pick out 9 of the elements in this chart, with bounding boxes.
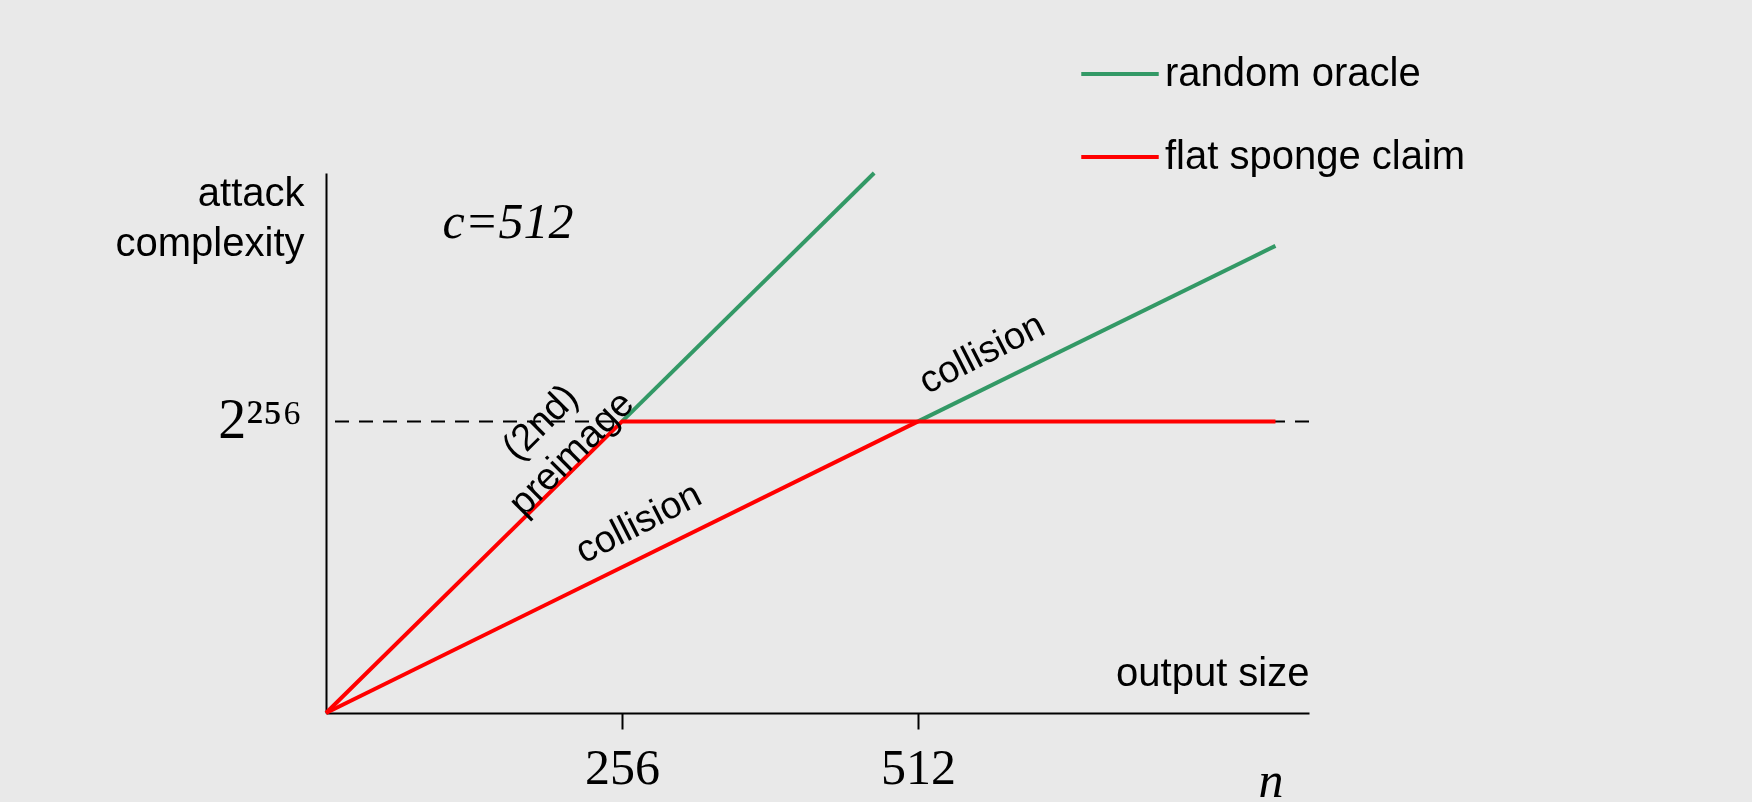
y-axis-title: attack complexity bbox=[115, 169, 306, 264]
x-axis-title: output size bbox=[1116, 649, 1310, 694]
annotation: c=512 bbox=[442, 193, 574, 249]
text: n bbox=[1258, 752, 1284, 802]
legend-label: random oracle bbox=[1165, 50, 1421, 94]
x-tick-label: 512 bbox=[881, 738, 957, 795]
x-tick-label: 256 bbox=[585, 738, 661, 795]
ref-line-label: 2²⁵⁶ bbox=[218, 388, 302, 451]
legend-label: flat sponge claim bbox=[1165, 133, 1466, 177]
